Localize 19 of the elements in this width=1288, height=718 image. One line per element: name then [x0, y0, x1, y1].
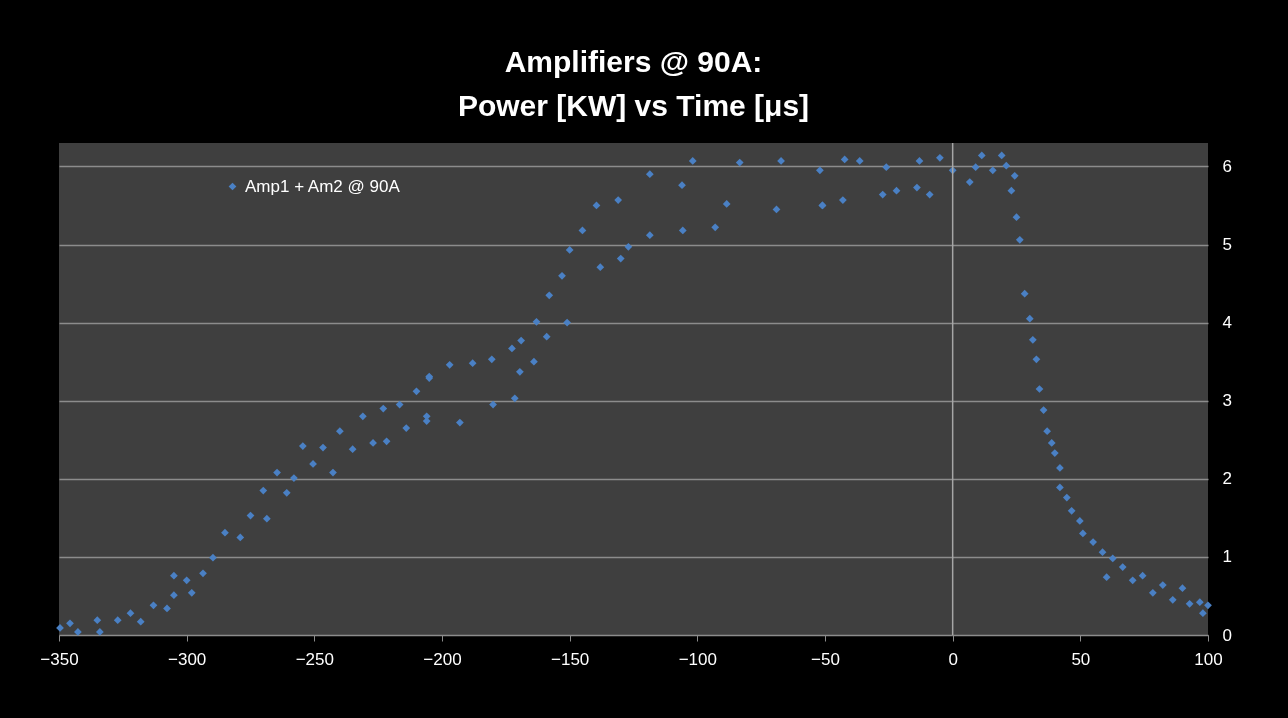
- x-tick-label: −150: [551, 649, 590, 669]
- y-tick-label: 1: [1222, 547, 1232, 567]
- x-tick-label: −250: [295, 649, 334, 669]
- x-tick-label: −200: [423, 649, 462, 669]
- y-tick-label: 6: [1222, 156, 1232, 176]
- y-tick-label: 3: [1222, 391, 1232, 411]
- legend-label: Amp1 + Am2 @ 90A: [245, 176, 401, 196]
- x-tick-label: −100: [678, 649, 717, 669]
- x-tick-label: −350: [40, 649, 79, 669]
- y-tick-label: 0: [1222, 625, 1232, 645]
- x-tick-label: 50: [1071, 649, 1091, 669]
- y-tick-label: 2: [1222, 469, 1232, 489]
- x-tick-label: 0: [948, 649, 958, 669]
- x-tick-label: −50: [811, 649, 840, 669]
- x-tick-label: −300: [168, 649, 207, 669]
- x-tick-label: 100: [1194, 649, 1223, 669]
- y-tick-label: 4: [1222, 313, 1232, 333]
- y-tick-label: 5: [1222, 235, 1232, 255]
- chart-title: Amplifiers @ 90A: Power [KW] vs Time [μs]: [457, 45, 810, 123]
